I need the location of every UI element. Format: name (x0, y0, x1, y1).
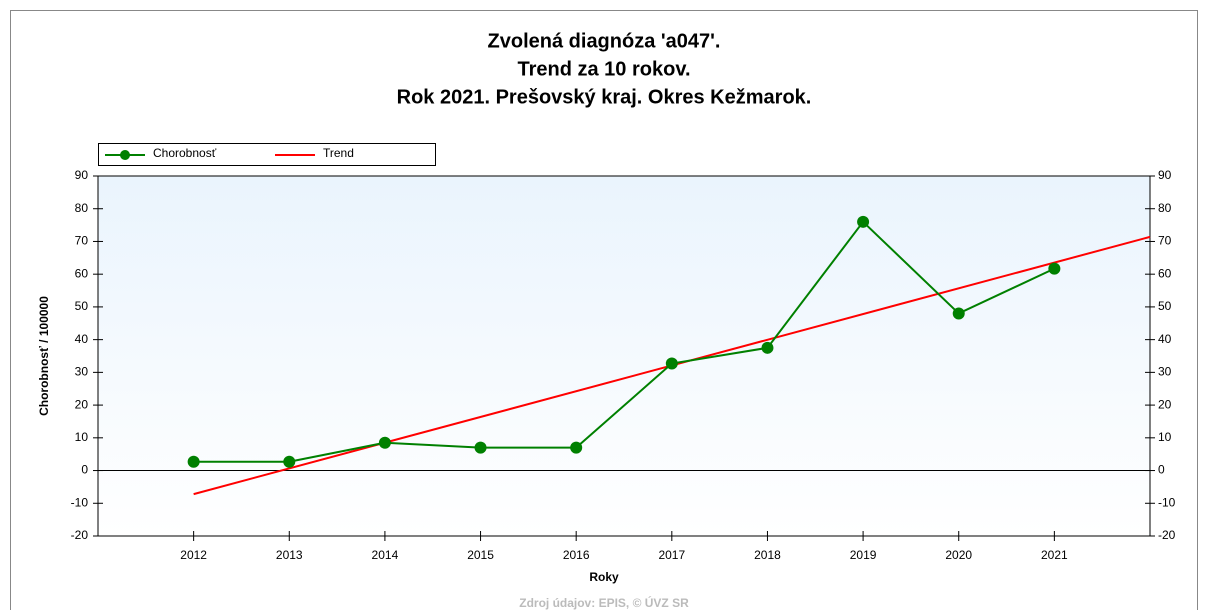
x-tick-label: 2012 (180, 548, 207, 562)
y2-tick-label: 50 (1158, 299, 1172, 313)
marker (474, 441, 487, 454)
x-tick-label: 2016 (563, 548, 590, 562)
legend (98, 143, 436, 166)
y-tick-label: 10 (75, 430, 89, 444)
marker (857, 215, 870, 228)
y-tick-label: 80 (75, 201, 89, 215)
marker (665, 357, 678, 370)
marker (1048, 262, 1061, 275)
y2-tick-label: 10 (1158, 430, 1172, 444)
y-tick-label: 90 (75, 168, 89, 182)
y-axis-label: Chorobnosť / 100000 (37, 296, 51, 416)
marker (761, 341, 774, 354)
y2-tick-label: 30 (1158, 365, 1172, 379)
x-tick-label: 2017 (658, 548, 685, 562)
marker (283, 455, 296, 468)
marker (378, 436, 391, 449)
legend-marker (120, 150, 130, 160)
y-tick-label: -20 (71, 528, 89, 542)
marker (952, 307, 965, 320)
y2-tick-label: -20 (1158, 528, 1176, 542)
chart-title: Rok 2021. Prešovský kraj. Okres Kežmarok… (397, 86, 812, 108)
source: Zdroj údajov: EPIS, © ÚVZ SR (519, 595, 689, 610)
frame (10, 10, 1198, 610)
y-tick-label: 60 (75, 266, 89, 280)
chart-title: Zvolená diagnóza 'a047'. (488, 30, 721, 52)
x-tick-label: 2015 (467, 548, 494, 562)
y2-tick-label: 90 (1158, 168, 1172, 182)
legend-label: Trend (323, 146, 354, 160)
y2-tick-label: 20 (1158, 397, 1172, 411)
plot-area (97, 175, 1151, 537)
y-tick-label: 20 (75, 397, 89, 411)
y-tick-label: 40 (75, 332, 89, 346)
x-axis-label: Roky (589, 570, 619, 584)
marker (570, 441, 583, 454)
x-tick-label: 2020 (945, 548, 972, 562)
y2-tick-label: -10 (1158, 495, 1176, 509)
x-tick-label: 2021 (1041, 548, 1068, 562)
x-tick-label: 2018 (754, 548, 781, 562)
x-tick-label: 2014 (372, 548, 399, 562)
y2-tick-label: 80 (1158, 201, 1172, 215)
y-tick-label: -10 (71, 495, 89, 509)
y-tick-label: 70 (75, 234, 89, 248)
marker (187, 455, 200, 468)
y2-tick-label: 0 (1158, 463, 1165, 477)
y-tick-label: 0 (81, 463, 88, 477)
y-tick-label: 30 (75, 365, 89, 379)
series-line (193, 220, 1055, 463)
y-tick-label: 50 (75, 299, 89, 313)
y2-tick-label: 40 (1158, 332, 1172, 346)
x-tick-label: 2019 (850, 548, 877, 562)
legend-label: Chorobnosť (153, 146, 217, 160)
x-tick-label: 2013 (276, 548, 303, 562)
y2-tick-label: 70 (1158, 234, 1172, 248)
y2-tick-label: 60 (1158, 266, 1172, 280)
chart-title: Trend za 10 rokov. (517, 58, 690, 80)
